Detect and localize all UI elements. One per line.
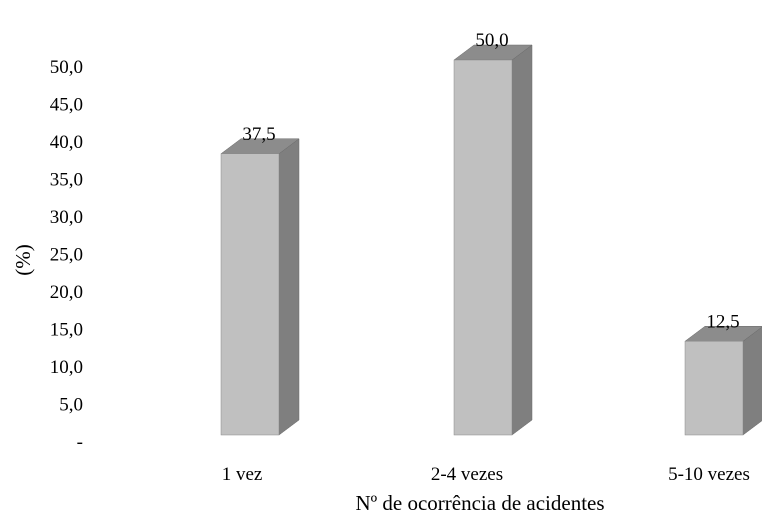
bar-front (453, 59, 513, 436)
data-label: 37,5 (242, 124, 275, 145)
y-tick-label: 30,0 (50, 207, 83, 228)
y-tick-label: 20,0 (50, 282, 83, 303)
bar-side (742, 326, 762, 436)
y-tick-label: 35,0 (50, 170, 83, 191)
bar-front (684, 341, 744, 436)
bar-side (278, 138, 300, 436)
bar-front (220, 153, 280, 436)
bar (220, 138, 300, 436)
y-tick-label: 5,0 (59, 395, 83, 416)
y-tick-label: 40,0 (50, 132, 83, 153)
x-tick-label: 2-4 vezes (431, 464, 503, 485)
bar (684, 326, 762, 436)
y-axis-title: (%) (11, 244, 35, 275)
y-axis-ticks: - 5,0 10,0 15,0 20,0 25,0 30,0 35,0 40,0 45,0 50,0 (50, 57, 83, 453)
x-axis-title: Nº de ocorrência de acidentes (355, 491, 604, 515)
y-tick-label: 45,0 (50, 95, 83, 116)
bar (453, 44, 533, 436)
x-tick-label: 5-10 vezes (668, 464, 750, 485)
y-tick-label: 10,0 (50, 357, 83, 378)
y-tick-label: - (77, 432, 83, 453)
y-tick-label: 50,0 (50, 57, 83, 78)
data-label: 12,5 (706, 311, 739, 332)
bar-side (511, 44, 533, 436)
x-axis-ticks: 1 vez 2-4 vezes 5-10 vezes (222, 464, 750, 485)
data-label: 50,0 (475, 30, 508, 51)
bars (220, 44, 762, 436)
x-tick-label: 1 vez (222, 464, 263, 485)
y-tick-label: 25,0 (50, 245, 83, 266)
data-labels: 37,5 50,0 12,5 (242, 30, 739, 332)
y-tick-label: 15,0 (50, 320, 83, 341)
